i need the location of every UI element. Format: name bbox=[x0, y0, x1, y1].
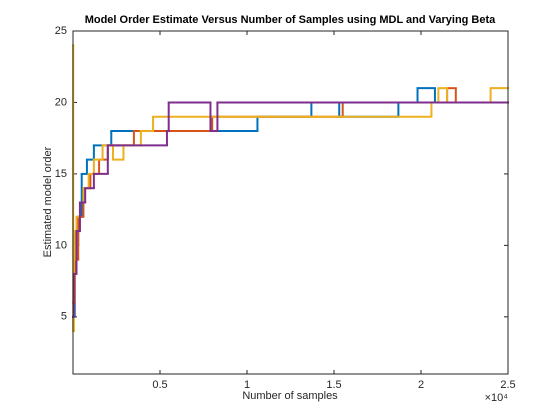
x-tick-label: 2.5 bbox=[500, 379, 515, 391]
y-tick-label: 10 bbox=[55, 239, 67, 251]
y-axis-label: Estimated model order bbox=[42, 146, 54, 257]
y-tick-label: 20 bbox=[55, 96, 67, 108]
y-tick-label: 5 bbox=[61, 311, 67, 323]
x-tick-label: 1.5 bbox=[326, 379, 341, 391]
x-tick-label: 2 bbox=[418, 379, 424, 391]
x-tick-label: 0.5 bbox=[152, 379, 167, 391]
chart-title: Model Order Estimate Versus Number of Sa… bbox=[85, 14, 496, 26]
axes-box bbox=[72, 30, 509, 375]
x-tick-label: 1 bbox=[244, 379, 250, 391]
x-axis-label: Number of samples bbox=[242, 390, 338, 402]
y-tick-label: 25 bbox=[55, 25, 67, 37]
plot-area bbox=[73, 31, 508, 374]
x-exponent-label: ×10⁴ bbox=[485, 392, 509, 404]
y-tick-label: 15 bbox=[55, 168, 67, 180]
